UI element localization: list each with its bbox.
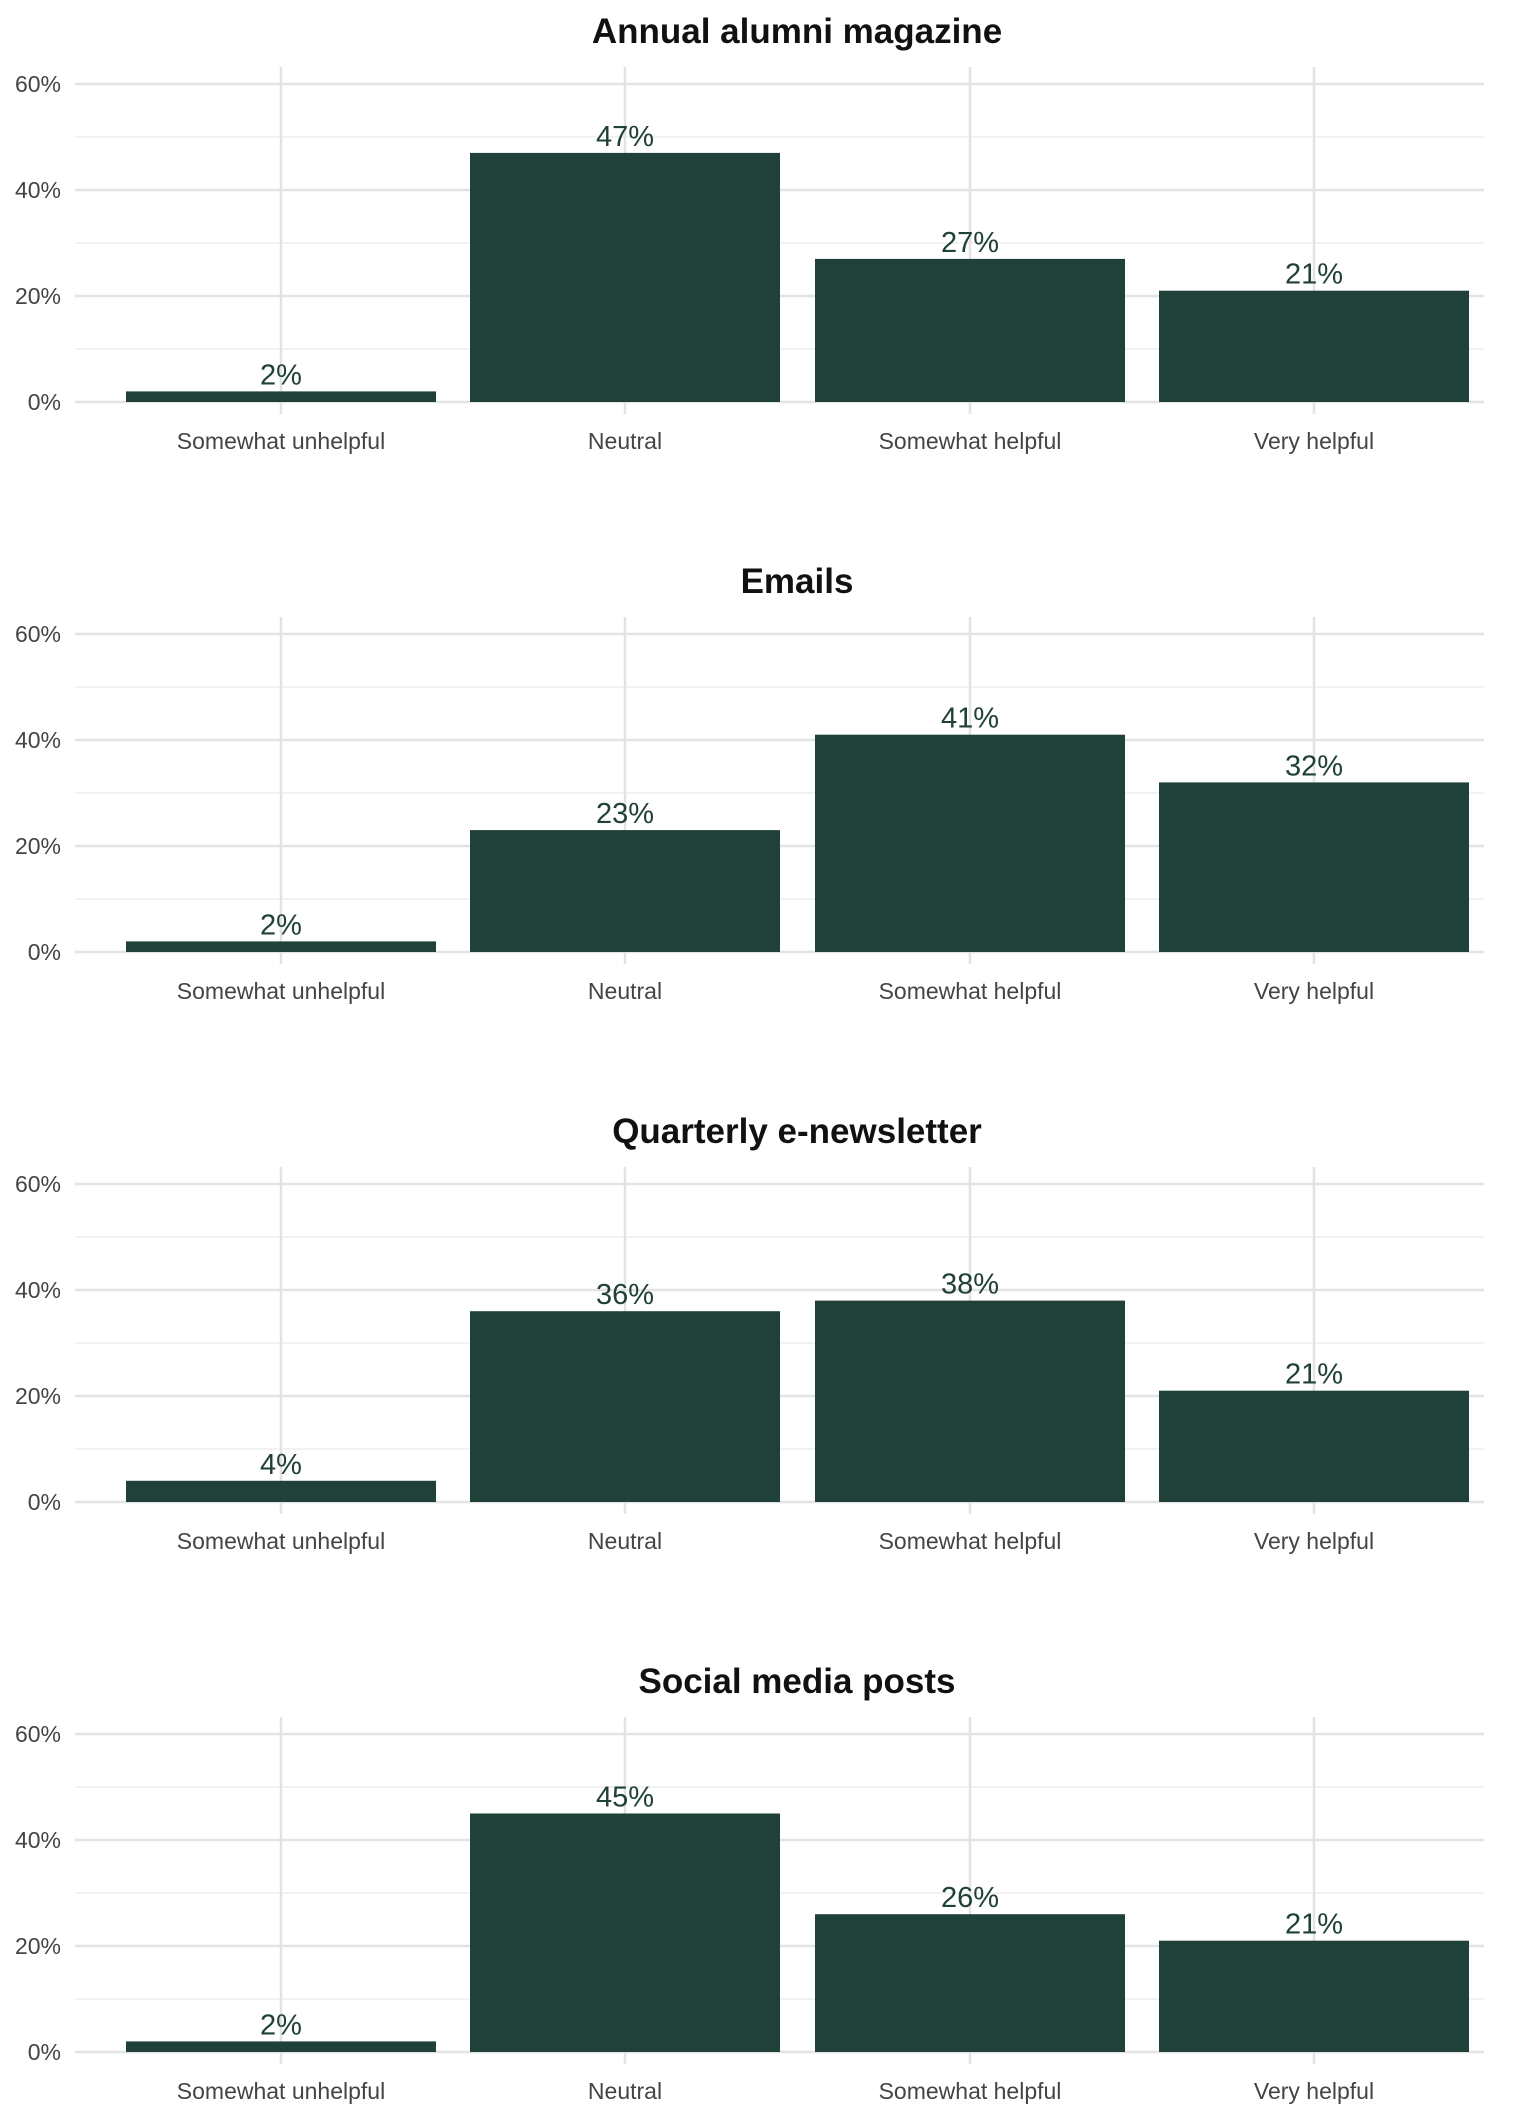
bar-very-helpful — [1159, 782, 1469, 952]
x-tick-label: Somewhat unhelpful — [177, 978, 385, 1004]
y-tick-label: 20% — [15, 1933, 61, 1959]
x-tick-label: Somewhat unhelpful — [177, 2078, 385, 2104]
bar-somewhat-unhelpful — [126, 391, 436, 402]
x-tick-label: Neutral — [588, 1528, 662, 1554]
chart-title: Social media posts — [638, 1662, 955, 1701]
y-tick-label: 40% — [15, 1827, 61, 1853]
y-tick-label: 60% — [15, 621, 61, 647]
x-tick-label: Somewhat unhelpful — [177, 428, 385, 454]
data-label: 27% — [941, 227, 999, 259]
bar-very-helpful — [1159, 1390, 1469, 1502]
x-tick-label: Very helpful — [1254, 428, 1374, 454]
data-label: 26% — [941, 1882, 999, 1914]
data-label: 23% — [596, 798, 654, 830]
x-tick-label: Neutral — [588, 2078, 662, 2104]
y-tick-label: 0% — [28, 939, 61, 965]
bar-somewhat-helpful — [815, 258, 1125, 402]
chart-title: Annual alumni magazine — [592, 12, 1002, 51]
x-tick-label: Very helpful — [1254, 1528, 1374, 1554]
y-tick-label: 0% — [28, 2039, 61, 2065]
chart-title: Emails — [741, 562, 854, 601]
x-tick-label: Somewhat unhelpful — [177, 1528, 385, 1554]
x-tick-label: Somewhat helpful — [879, 2078, 1062, 2104]
chart-panel-2: Emails 0% 20% 40% 60% 2% Somewhat unhelpful 23%… — [15, 562, 1484, 1004]
chart-panel-3: Quarterly e-newsletter 0% 20% 40% 60% 4% Somew… — [15, 1112, 1484, 1554]
data-label: 21% — [1285, 1909, 1343, 1941]
data-label: 4% — [260, 1449, 302, 1481]
x-tick-label: Neutral — [588, 978, 662, 1004]
bar-neutral — [470, 830, 780, 952]
y-tick-label: 20% — [15, 1383, 61, 1409]
data-label: 38% — [941, 1269, 999, 1301]
y-tick-label: 20% — [15, 833, 61, 859]
data-label: 2% — [260, 909, 302, 941]
y-tick-label: 20% — [15, 283, 61, 309]
y-tick-label: 40% — [15, 1277, 61, 1303]
bar-very-helpful — [1159, 290, 1469, 402]
chart-title: Quarterly e-newsletter — [612, 1112, 982, 1151]
bar-somewhat-helpful — [815, 1300, 1125, 1502]
x-tick-label: Neutral — [588, 428, 662, 454]
chart-panel-1: Annual alumni magazine 0% 20% 40% 60% 2% Somew… — [15, 12, 1484, 454]
data-label: 2% — [260, 359, 302, 391]
data-label: 47% — [596, 121, 654, 153]
bar-very-helpful — [1159, 1940, 1469, 2052]
y-tick-label: 60% — [15, 1721, 61, 1747]
y-tick-label: 60% — [15, 1171, 61, 1197]
y-tick-label: 0% — [28, 1489, 61, 1515]
bar-neutral — [470, 1813, 780, 2052]
data-label: 2% — [260, 2009, 302, 2041]
data-label: 41% — [941, 703, 999, 735]
bar-somewhat-unhelpful — [126, 1480, 436, 1502]
x-tick-label: Very helpful — [1254, 2078, 1374, 2104]
data-label: 32% — [1285, 750, 1343, 782]
y-tick-label: 40% — [15, 727, 61, 753]
bar-somewhat-unhelpful — [126, 941, 436, 952]
data-label: 36% — [596, 1279, 654, 1311]
x-tick-label: Somewhat helpful — [879, 1528, 1062, 1554]
bar-somewhat-helpful — [815, 1914, 1125, 2052]
bar-neutral — [470, 1311, 780, 1502]
y-tick-label: 0% — [28, 389, 61, 415]
data-label: 21% — [1285, 1359, 1343, 1391]
y-tick-label: 40% — [15, 177, 61, 203]
x-tick-label: Somewhat helpful — [879, 978, 1062, 1004]
x-tick-label: Somewhat helpful — [879, 428, 1062, 454]
data-label: 21% — [1285, 259, 1343, 291]
bar-somewhat-unhelpful — [126, 2041, 436, 2052]
chart-panel-4: Social media posts 0% 20% 40% 60% 2% Somewhat … — [15, 1662, 1484, 2104]
x-tick-label: Very helpful — [1254, 978, 1374, 1004]
data-label: 45% — [596, 1782, 654, 1814]
bar-somewhat-helpful — [815, 734, 1125, 952]
bar-neutral — [470, 152, 780, 402]
y-tick-label: 60% — [15, 71, 61, 97]
